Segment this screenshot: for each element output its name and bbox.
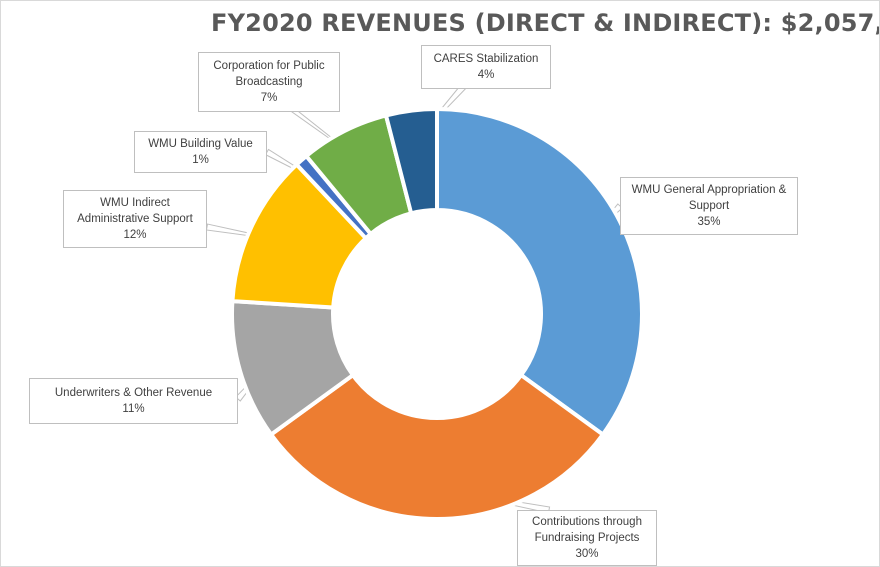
callout-percent: 30% [575, 548, 599, 560]
callout-percent: 12% [123, 229, 147, 241]
doughnut-slices [230, 106, 644, 521]
callout-wmu-general-appropriation: WMU General Appropriation & Support 35% [620, 177, 798, 235]
callout-underwriters: Underwriters & Other Revenue 11% [29, 378, 238, 424]
callout-percent: 11% [122, 403, 145, 415]
slice-contributions-through-fundraising-projects [268, 372, 606, 521]
callout-label: WMU Building Value [148, 138, 253, 150]
callout-wmu-building-value: WMU Building Value 1% [134, 131, 267, 173]
callout-percent: 35% [697, 216, 721, 228]
callout-cpb: Corporation for Public Broadcasting 7% [198, 52, 340, 112]
callout-label: Corporation for Public Broadcasting [213, 60, 325, 88]
callout-percent: 7% [260, 92, 278, 104]
callout-label: WMU Indirect Administrative Support [77, 197, 193, 225]
callout-percent: 4% [477, 69, 495, 81]
chart-title: FY2020 REVENUES (DIRECT & INDIRECT): $2,… [211, 9, 880, 37]
callout-label: WMU General Appropriation & Support [631, 184, 787, 212]
callout-wmu-indirect-admin: WMU Indirect Administrative Support 12% [63, 190, 207, 248]
callout-percent: 1% [192, 154, 209, 166]
callout-label: Contributions through Fundraising Projec… [532, 516, 642, 544]
callout-label: CARES Stabilization [433, 53, 539, 65]
callout-cares-stabilization: CARES Stabilization 4% [421, 45, 551, 89]
callout-label: Underwriters & Other Revenue [54, 387, 213, 399]
callout-contributions-fundraising: Contributions through Fundraising Projec… [517, 510, 657, 566]
slice-cares-stabilization [383, 106, 439, 216]
slice-wmu-general-appropriation-support [435, 106, 644, 438]
